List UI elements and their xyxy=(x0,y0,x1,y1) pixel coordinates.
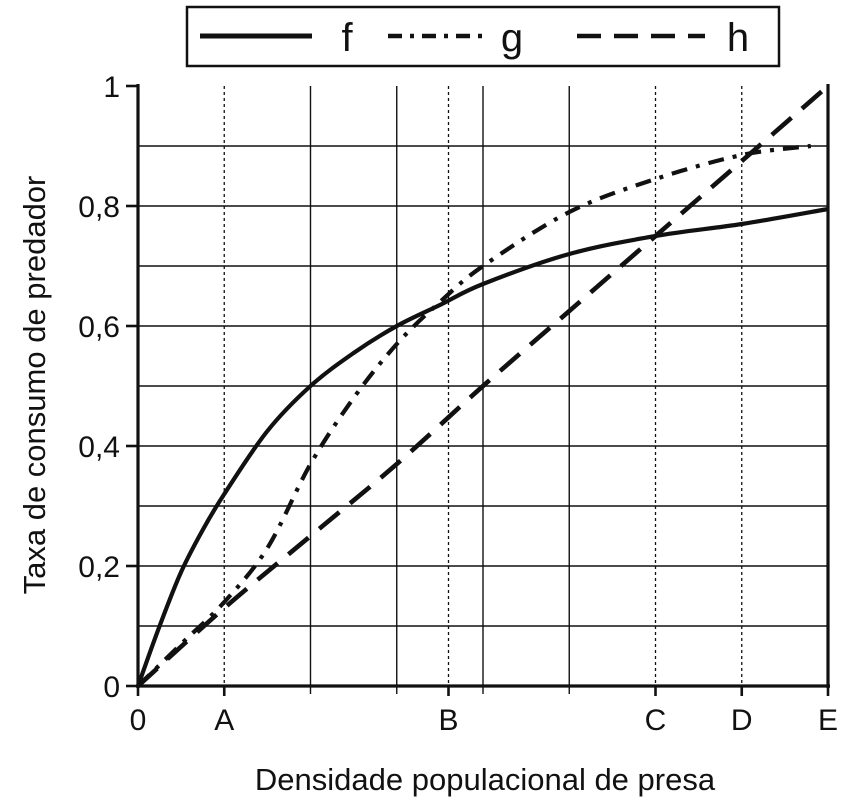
y-tick-label-1: 0,2 xyxy=(78,551,120,584)
y-tick-label-0: 0 xyxy=(103,671,120,704)
legend-label-h: h xyxy=(727,16,749,60)
x-axis-title: Densidade populacional de presa xyxy=(255,762,716,797)
y-tick-label-5: 1 xyxy=(103,71,120,104)
grid xyxy=(138,86,828,694)
legend-label-g: g xyxy=(501,16,523,60)
x-tick-label-1: A xyxy=(214,704,234,737)
x-tick-label-2: B xyxy=(438,704,458,737)
x-tick-label-3: C xyxy=(645,704,667,737)
y-axis-title: Taxa de consumo de predador xyxy=(17,176,52,595)
x-tick-label-0: 0 xyxy=(130,704,147,737)
y-tick-label-4: 0,8 xyxy=(78,191,120,224)
y-tick-label-2: 0,4 xyxy=(78,431,120,464)
x-tick-label-5: E xyxy=(818,704,838,737)
series-layer xyxy=(136,84,830,688)
legend-label-f: f xyxy=(341,16,353,60)
tick-labels: 0 0,2 0,4 0,6 0,8 1 0 A B C D E xyxy=(78,71,838,737)
series-line-g xyxy=(136,143,812,688)
y-tick-label-3: 0,6 xyxy=(78,311,120,344)
axes xyxy=(126,84,830,696)
x-tick-label-4: D xyxy=(731,704,753,737)
series-line-h xyxy=(136,84,830,688)
legend: f g h xyxy=(185,5,781,68)
